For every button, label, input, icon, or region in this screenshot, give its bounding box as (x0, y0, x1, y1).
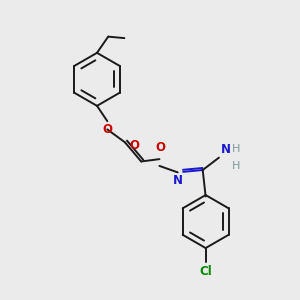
Text: O: O (155, 141, 165, 154)
Text: N: N (221, 142, 231, 156)
Text: H: H (232, 144, 240, 154)
Text: O: O (129, 139, 139, 152)
Text: N: N (173, 174, 183, 188)
Text: Cl: Cl (199, 265, 212, 278)
Text: H: H (232, 160, 240, 171)
Text: O: O (102, 123, 112, 136)
